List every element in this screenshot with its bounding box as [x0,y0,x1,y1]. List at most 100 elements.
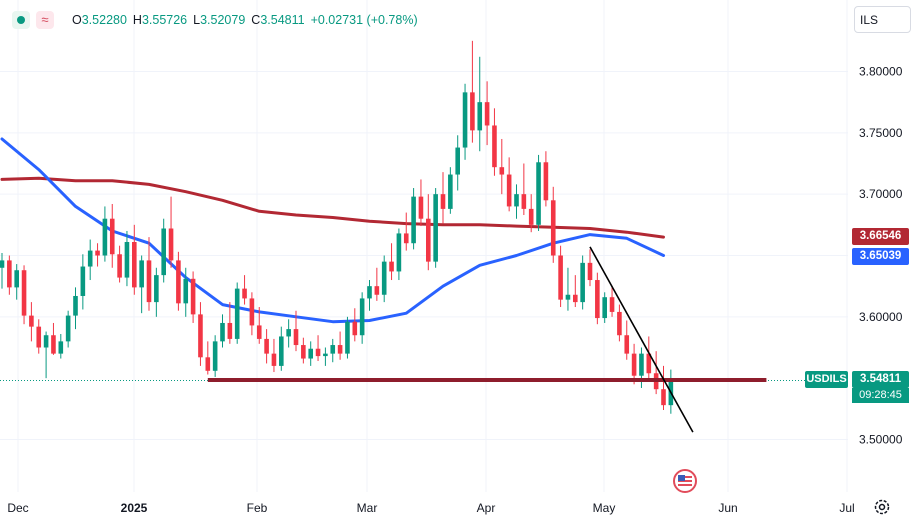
candle-body [21,270,27,316]
ma-fast-line [0,137,665,324]
candle-body [536,162,541,225]
y-tick-label: 3.80000 [859,65,903,79]
candle-body [506,174,512,207]
candle-body [646,353,652,374]
y-tick-label: 3.50000 [859,433,903,447]
candle-body [602,297,607,319]
candle-body [293,329,299,346]
candle-body [0,260,5,268]
candle-body [205,357,211,371]
candle-body [440,194,446,209]
candle-body [514,194,519,207]
candle-body [58,341,64,354]
candle-body [367,286,372,299]
candle-body [374,286,380,295]
candle-body [661,389,666,406]
candle-body [543,162,549,201]
candle-body [492,125,497,168]
ma-fast-price-tag: 3.65039 [852,248,909,265]
candle-body [109,218,115,255]
candle-body [359,298,365,336]
candle-body [308,348,313,359]
candle-body [528,208,534,225]
low-value: L3.52079 [193,13,246,27]
ma-slow-price-tag: 3.66546 [852,228,909,245]
candle-body [448,174,453,209]
candle-body [286,329,291,337]
open-value: O3.52280 [72,13,127,27]
candle-body [396,233,402,272]
y-tick-label: 3.70000 [859,187,903,201]
candle-body [146,260,152,303]
bar-countdown: 09:28:45 [852,388,909,403]
candle-body [609,297,615,312]
candle-body [639,353,644,376]
close-value: C3.54811 [251,13,305,27]
candle-body [227,322,233,339]
candle-body [264,338,269,354]
dot-icon[interactable] [12,11,30,29]
symbol-tag: USDILS [805,371,848,388]
y-tick-label: 3.75000 [859,126,903,140]
y-tick-label: 3.60000 [859,310,903,324]
candle-body [87,250,93,267]
candle-body [220,322,225,342]
candle-body [315,348,321,357]
candle-body [624,335,630,354]
candle-body [132,242,137,288]
x-tick-label: Apr [477,501,496,515]
candle-body [183,278,189,304]
ohlc-legend: ≈ O3.52280 H3.55726 L3.52079 C3.54811 +0… [12,9,418,31]
currency-selector[interactable]: ILS [854,6,911,33]
candle-body [499,167,505,175]
candle-body [161,228,166,276]
candle-body [176,260,181,304]
candle-body [426,218,431,262]
candle-body [242,288,247,299]
candle-body [117,254,122,278]
candle-body [80,266,86,296]
candle-body [565,294,571,300]
drawings [0,246,848,433]
wave-icon[interactable]: ≈ [36,11,54,29]
candle-body [249,298,255,326]
gear-icon[interactable] [872,497,892,517]
candle-body [455,147,460,175]
candle-body [323,353,328,357]
candle-body [418,196,424,219]
candle-body [631,353,637,376]
x-tick-label: Jul [839,501,854,515]
candle-body [301,345,306,359]
candle-body [51,335,56,354]
candle-body [345,321,350,354]
candle-body [484,102,490,126]
candle-body [433,194,438,262]
candle-body [521,194,527,209]
candle-body [198,314,203,358]
ma-line [0,176,665,239]
candle-body [587,262,593,281]
candle-body [14,270,19,288]
last-price-tag: 3.54811 [852,371,909,388]
ma-slow-line [0,176,665,239]
candle-body [352,321,358,336]
ma-line [0,137,665,324]
candle-body [558,255,563,300]
trend-line [589,246,694,433]
candle-body [470,92,475,131]
flag-icon[interactable] [673,469,697,493]
x-tick-label: May [593,501,616,515]
candle-body [212,341,218,371]
candle-body [36,326,42,348]
high-value: H3.55726 [132,13,188,27]
candle-body [477,102,483,131]
candle-body [65,315,71,342]
x-tick-label: Mar [357,501,378,515]
x-tick-label: Feb [247,501,268,515]
candle-body [330,345,336,354]
candle-body [139,260,144,288]
candle-body [580,262,585,303]
x-tick-label: 2025 [121,501,148,515]
candle-body [234,288,240,339]
